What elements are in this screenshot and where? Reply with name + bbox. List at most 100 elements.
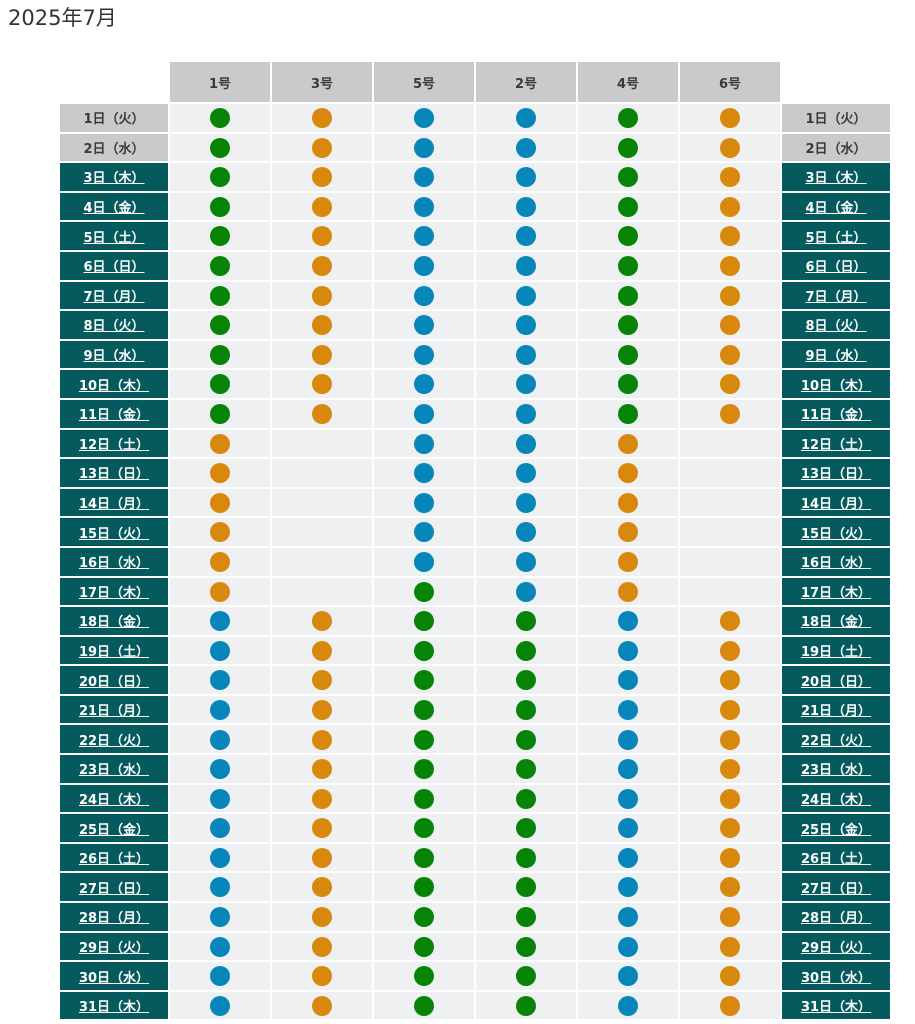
day-link[interactable]: 14日（月） [800, 497, 872, 513]
day-link[interactable]: 4日（金） [805, 201, 867, 217]
day-link[interactable]: 30日（水） [78, 970, 150, 986]
day-link[interactable]: 23日（水） [78, 763, 150, 779]
schedule-cell [374, 695, 474, 724]
schedule-cell [476, 843, 576, 872]
schedule-cell [476, 192, 576, 221]
status-dot-icon [618, 818, 638, 839]
status-dot-icon [414, 581, 434, 602]
schedule-cell [374, 518, 474, 546]
day-link[interactable]: 22日（火） [800, 733, 872, 749]
schedule-cell [680, 340, 780, 369]
status-dot-icon [720, 285, 740, 306]
schedule-cell [272, 518, 372, 546]
status-dot-icon [516, 108, 536, 129]
day-label-left: 16日（水） [60, 547, 168, 576]
status-dot-icon [312, 226, 332, 247]
status-dot-icon [210, 581, 230, 602]
day-link[interactable]: 24日（木） [800, 792, 872, 808]
day-link[interactable]: 25日（金） [800, 822, 872, 838]
status-dot-icon [210, 818, 230, 839]
status-dot-icon [312, 108, 332, 129]
status-dot-icon [210, 403, 230, 424]
day-link[interactable]: 13日（日） [800, 467, 872, 483]
day-link[interactable]: 16日（水） [800, 556, 872, 572]
day-link[interactable]: 20日（日） [78, 674, 150, 690]
day-link[interactable]: 5日（土） [805, 230, 867, 246]
day-label-right: 4日（金） [782, 192, 890, 221]
day-link[interactable]: 31日（木） [78, 1000, 150, 1016]
day-link[interactable]: 27日（日） [78, 881, 150, 897]
day-link[interactable]: 22日（火） [78, 733, 150, 749]
schedule-cell [374, 903, 474, 931]
day-link[interactable]: 28日（月） [78, 911, 150, 927]
schedule-cell [578, 843, 678, 872]
status-dot-icon [414, 729, 434, 750]
day-link[interactable]: 24日（木） [78, 792, 150, 808]
schedule-cell [170, 133, 270, 162]
day-link[interactable]: 11日（金） [78, 408, 150, 424]
day-link[interactable]: 12日（土） [78, 437, 150, 453]
schedule-cell [578, 814, 678, 842]
day-link[interactable]: 25日（金） [78, 822, 150, 838]
status-dot-icon [720, 847, 740, 868]
day-link[interactable]: 10日（木） [78, 378, 150, 394]
day-link[interactable]: 7日（月） [83, 289, 145, 305]
day-link[interactable]: 30日（水） [800, 970, 872, 986]
schedule-cell [476, 222, 576, 250]
day-label-right: 10日（木） [782, 370, 890, 398]
day-link[interactable]: 13日（日） [78, 467, 150, 483]
day-label-left: 5日（土） [60, 222, 168, 250]
status-dot-icon [210, 137, 230, 158]
day-link[interactable]: 5日（土） [83, 230, 145, 246]
day-link[interactable]: 11日（金） [800, 408, 872, 424]
day-link[interactable]: 18日（金） [78, 615, 150, 631]
day-link[interactable]: 31日（木） [800, 1000, 872, 1016]
day-link[interactable]: 9日（水） [83, 349, 145, 365]
day-link[interactable]: 19日（土） [800, 644, 872, 660]
day-link[interactable]: 28日（月） [800, 911, 872, 927]
schedule-cell [680, 281, 780, 310]
day-link[interactable]: 8日（火） [83, 319, 145, 335]
day-link[interactable]: 20日（日） [800, 674, 872, 690]
day-link[interactable]: 21日（月） [78, 704, 150, 720]
day-link[interactable]: 27日（日） [800, 881, 872, 897]
day-link[interactable]: 8日（火） [805, 319, 867, 335]
day-link[interactable]: 21日（月） [800, 704, 872, 720]
day-link[interactable]: 10日（木） [800, 378, 872, 394]
schedule-cell [170, 755, 270, 783]
day-link[interactable]: 19日（土） [78, 644, 150, 660]
status-dot-icon [516, 818, 536, 839]
day-link[interactable]: 29日（火） [78, 940, 150, 956]
day-link[interactable]: 3日（木） [805, 171, 867, 187]
day-link[interactable]: 15日（火） [800, 526, 872, 542]
day-link[interactable]: 3日（木） [83, 171, 145, 187]
day-link[interactable]: 6日（日） [83, 260, 145, 276]
day-link[interactable]: 15日（火） [78, 526, 150, 542]
status-dot-icon [210, 256, 230, 277]
day-link[interactable]: 14日（月） [78, 497, 150, 513]
day-link[interactable]: 7日（月） [805, 289, 867, 305]
status-dot-icon [516, 670, 536, 691]
day-link[interactable]: 4日（金） [83, 201, 145, 217]
day-link[interactable]: 17日（木） [800, 585, 872, 601]
day-link[interactable]: 17日（木） [78, 585, 150, 601]
schedule-cell [374, 133, 474, 162]
schedule-cell [578, 991, 678, 1020]
day-link[interactable]: 23日（水） [800, 763, 872, 779]
schedule-cell [578, 488, 678, 517]
table-row: 2日（水） 2日（水） [60, 133, 890, 162]
day-link[interactable]: 29日（火） [800, 940, 872, 956]
day-link[interactable]: 26日（土） [78, 852, 150, 868]
schedule-cell [170, 192, 270, 221]
day-link[interactable]: 9日（水） [805, 349, 867, 365]
status-dot-icon [414, 759, 434, 780]
schedule-cell [578, 251, 678, 280]
day-link[interactable]: 12日（土） [800, 437, 872, 453]
day-link[interactable]: 16日（水） [78, 556, 150, 572]
day-link[interactable]: 26日（土） [800, 852, 872, 868]
status-dot-icon [312, 344, 332, 365]
day-label-right: 20日（日） [782, 666, 890, 694]
day-link[interactable]: 6日（日） [805, 260, 867, 276]
schedule-cell [170, 222, 270, 250]
day-link[interactable]: 18日（金） [800, 615, 872, 631]
